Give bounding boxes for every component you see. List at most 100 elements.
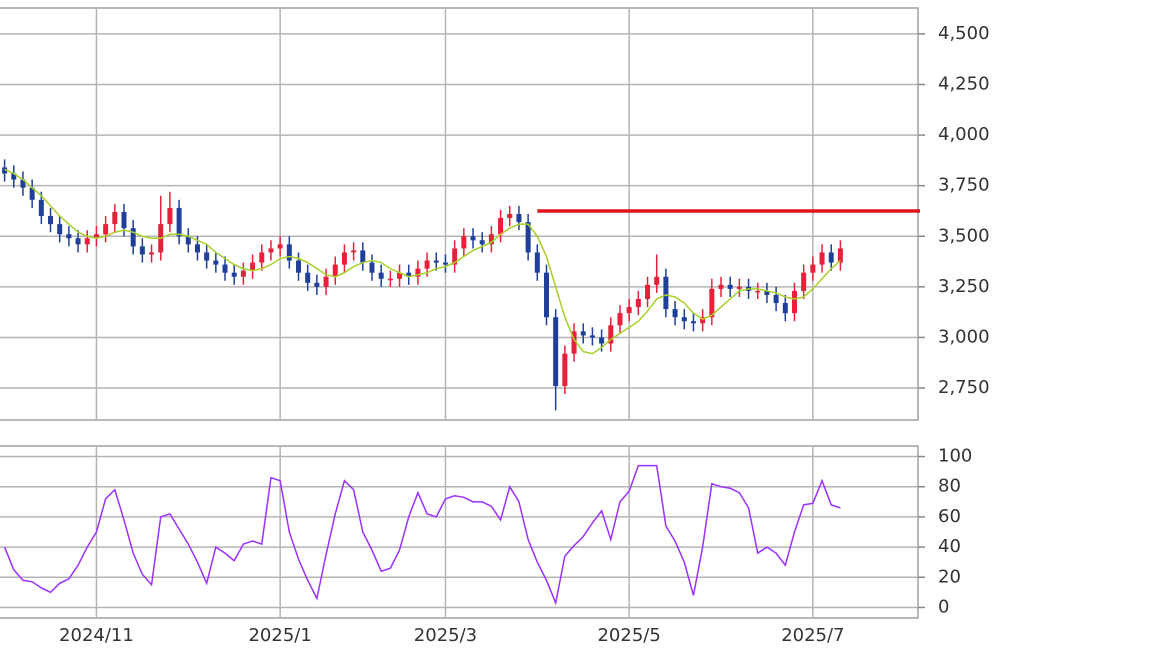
candle-body (259, 252, 265, 263)
candle-body (149, 252, 155, 255)
candle-body (314, 282, 320, 287)
candle-body (415, 268, 421, 277)
candle-body (277, 244, 283, 249)
candle-body (690, 321, 696, 324)
candle-body (397, 272, 403, 279)
candle-body (654, 276, 660, 285)
candle-body (819, 252, 825, 265)
x-tick-label: 2024/11 (59, 625, 134, 646)
candle-body (130, 228, 136, 247)
candle-body (461, 236, 467, 249)
candle-body (332, 264, 338, 277)
moving-average (4, 168, 841, 355)
candle-body (755, 290, 761, 293)
candle-body (38, 199, 44, 217)
candle-body (250, 262, 256, 271)
candle-body (442, 262, 448, 265)
candle-body (672, 309, 678, 318)
candle-body (406, 272, 412, 277)
candle-body (663, 276, 669, 310)
x-tick-label: 2025/3 (414, 625, 477, 646)
y-tick-label: 0 (938, 596, 949, 617)
y-tick-label: 40 (938, 536, 961, 557)
candle-body (727, 284, 733, 289)
candle-body (112, 211, 118, 225)
candle-body (75, 238, 81, 245)
candle-body (351, 250, 357, 253)
x-tick-label: 2025/7 (781, 625, 844, 646)
y-tick-label: 2,750 (938, 377, 990, 398)
candle-body (20, 179, 26, 188)
y-tick-label: 3,250 (938, 276, 990, 297)
candle-body (433, 260, 439, 263)
candle-body (11, 173, 17, 180)
candle-body (553, 317, 559, 387)
y-tick-label: 20 (938, 566, 961, 587)
candle-body (66, 234, 72, 239)
candle-body (139, 246, 145, 255)
candle-body (48, 216, 54, 225)
candle-body (369, 262, 375, 273)
candle-body (498, 218, 504, 235)
candle-body (617, 313, 623, 326)
y-tick-label: 4,000 (938, 124, 990, 145)
candle-body (488, 234, 494, 245)
candle-body (231, 272, 237, 277)
candle-body (608, 325, 614, 344)
candle-body (240, 270, 246, 277)
candle-body (562, 353, 568, 387)
y-tick-label: 3,500 (938, 225, 990, 246)
candle-body (387, 278, 393, 281)
candle-body (204, 252, 210, 261)
candle-body (194, 244, 200, 253)
y-tick-label: 3,000 (938, 326, 990, 347)
candle-body (93, 234, 99, 239)
panel-frame (0, 7, 919, 421)
candle-body (736, 286, 742, 289)
candle-body (103, 224, 109, 235)
candle-body (452, 248, 458, 265)
x-tick-label: 2025/1 (248, 625, 311, 646)
candle-body (837, 248, 843, 263)
candle-body (773, 294, 779, 304)
candle-body (479, 240, 485, 245)
candle-body (470, 236, 476, 241)
candle-body (801, 272, 807, 291)
x-tick-label: 2025/5 (597, 625, 660, 646)
candle-body (700, 317, 706, 324)
candle-body (296, 260, 302, 273)
candle-body (378, 272, 384, 279)
y-tick-label: 80 (938, 476, 961, 497)
candle-body (84, 238, 90, 245)
candle-body (635, 298, 641, 308)
candle-body (507, 214, 513, 219)
candle-body (543, 272, 549, 318)
candle-body (424, 260, 430, 269)
candle-body (534, 252, 540, 273)
candle-body (764, 290, 770, 295)
candle-body (185, 236, 191, 245)
candle-body (571, 331, 577, 354)
candle-body (645, 284, 651, 299)
y-tick-label: 3,750 (938, 175, 990, 196)
candle-body (782, 303, 788, 314)
y-tick-label: 100 (938, 446, 972, 467)
candle-body (2, 167, 8, 174)
candle-body (305, 272, 311, 283)
candle-body (525, 222, 531, 253)
candle-body (810, 264, 816, 273)
panel-frame (0, 445, 919, 619)
candle-body (121, 211, 127, 229)
candle-body (222, 264, 228, 273)
y-tick-label: 4,250 (938, 73, 990, 94)
candle-body (516, 214, 522, 223)
candle-body (323, 276, 329, 287)
candle-body (268, 248, 274, 253)
candle-body (589, 335, 595, 338)
candle-body (341, 252, 347, 265)
candle-body (681, 317, 687, 322)
candle-body (580, 331, 586, 336)
candle-body (599, 337, 605, 344)
candle-body (718, 284, 724, 289)
